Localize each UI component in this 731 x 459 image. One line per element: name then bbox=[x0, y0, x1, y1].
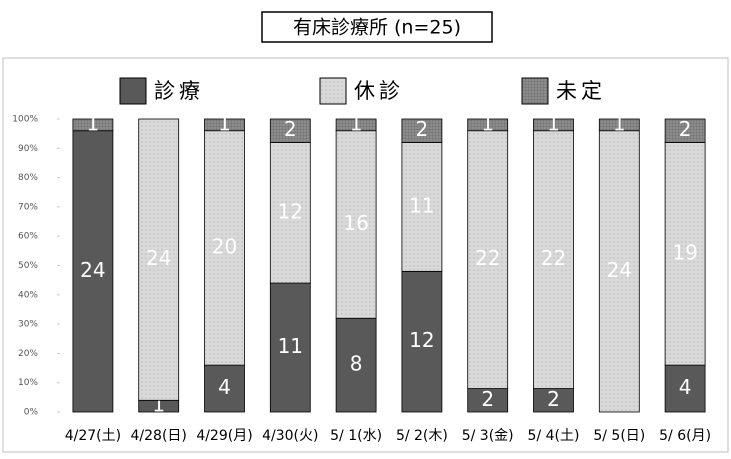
title-box bbox=[261, 11, 493, 43]
value-label: 20 bbox=[212, 234, 237, 258]
bar-segment bbox=[533, 130, 574, 389]
value-label: 2 bbox=[547, 387, 560, 411]
bar-segment bbox=[72, 130, 114, 413]
y-tick-label: 80% bbox=[18, 173, 38, 183]
value-label: 24 bbox=[80, 258, 105, 282]
bar-segment bbox=[335, 130, 377, 319]
y-tick-label: 30% bbox=[18, 320, 38, 330]
bar-segment bbox=[401, 118, 443, 143]
bar-segment bbox=[269, 142, 311, 284]
value-label: 1 bbox=[613, 111, 626, 135]
x-tick-label: 4/27(土) bbox=[65, 428, 121, 444]
value-label: 8 bbox=[350, 352, 363, 376]
value-label: 2 bbox=[284, 117, 297, 141]
value-label: 12 bbox=[278, 199, 303, 223]
value-label: 24 bbox=[146, 246, 171, 270]
x-tick-label: 5/ 1(水) bbox=[330, 428, 382, 444]
y-tick-label: 60% bbox=[18, 232, 38, 242]
chart-title: 有床診療所 (n=25) bbox=[293, 17, 461, 39]
bar-segment bbox=[533, 118, 574, 132]
bar-segment bbox=[204, 130, 245, 366]
legend-label: 未定 bbox=[556, 79, 606, 103]
value-label: 22 bbox=[541, 246, 566, 270]
bar-segment bbox=[401, 142, 443, 272]
bar-segment bbox=[664, 364, 706, 413]
bar-segment bbox=[598, 130, 640, 413]
y-tick-label: 20% bbox=[18, 349, 38, 359]
value-label: 24 bbox=[607, 258, 632, 282]
legend-swatch bbox=[319, 77, 347, 105]
x-tick-label: 5/ 3(金) bbox=[462, 428, 514, 444]
legend-label: 診療 bbox=[154, 79, 204, 103]
bar-segment bbox=[269, 282, 311, 413]
x-tick-label: 4/28(日) bbox=[131, 428, 187, 444]
x-tick-label: 5/ 2(木) bbox=[396, 428, 448, 444]
x-tick-label: 5/ 6(月) bbox=[659, 428, 711, 444]
bar-segment bbox=[204, 118, 245, 132]
value-label: 12 bbox=[409, 328, 434, 352]
value-label: 19 bbox=[672, 240, 697, 264]
value-label: 4 bbox=[679, 375, 692, 399]
bar-segment bbox=[664, 118, 706, 143]
bar-segment bbox=[467, 130, 509, 389]
bar-segment bbox=[335, 317, 377, 413]
x-tick-label: 4/30(火) bbox=[262, 428, 318, 444]
y-tick-label: 40% bbox=[18, 290, 38, 300]
value-label: 1 bbox=[218, 111, 231, 135]
value-label: 11 bbox=[409, 193, 434, 217]
value-label: 1 bbox=[547, 111, 560, 135]
y-tick-label: 0% bbox=[24, 408, 39, 418]
value-label: 2 bbox=[416, 117, 429, 141]
legend-swatch bbox=[119, 77, 147, 105]
legend-label: 休診 bbox=[354, 79, 404, 103]
bar-segment bbox=[335, 118, 377, 132]
bar-segment bbox=[269, 118, 311, 143]
bar-segment bbox=[401, 270, 443, 413]
value-label: 16 bbox=[343, 211, 368, 235]
value-label: 2 bbox=[481, 387, 494, 411]
x-tick-label: 4/29(月) bbox=[196, 428, 252, 444]
legend-swatch bbox=[521, 77, 549, 105]
value-label: 4 bbox=[218, 375, 231, 399]
y-tick-label: 70% bbox=[18, 202, 38, 212]
value-label: 1 bbox=[87, 111, 100, 135]
bar-segment bbox=[138, 118, 180, 401]
value-label: 22 bbox=[475, 246, 500, 270]
value-label: 1 bbox=[350, 111, 363, 135]
bar-segment bbox=[204, 364, 245, 413]
value-label: 2 bbox=[679, 117, 692, 141]
y-tick-label: 100% bbox=[12, 115, 38, 125]
x-tick-label: 5/ 5(日) bbox=[593, 428, 645, 444]
x-tick-label: 5/ 4(土) bbox=[528, 428, 580, 444]
y-tick-label: 90% bbox=[18, 144, 38, 154]
bar-segment bbox=[598, 118, 640, 132]
bar-segment bbox=[72, 118, 114, 132]
y-tick-label: 50% bbox=[18, 261, 38, 271]
value-label: 1 bbox=[481, 111, 494, 135]
y-tick-label: 10% bbox=[18, 378, 38, 388]
bar-segment bbox=[467, 118, 509, 132]
value-label: 11 bbox=[278, 334, 303, 358]
